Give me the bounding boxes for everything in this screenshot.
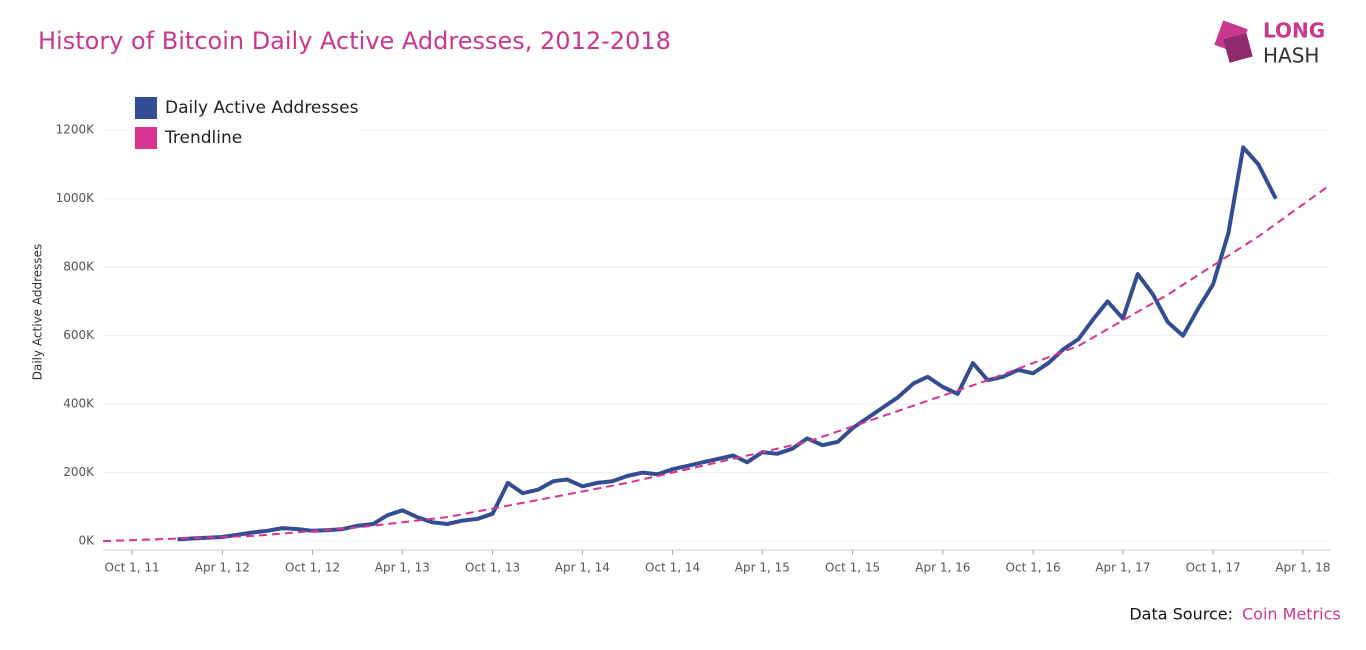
x-tick-label: Oct 1, 13 — [465, 561, 520, 575]
x-tick-label: Apr 1, 17 — [1095, 561, 1150, 575]
trendline — [102, 184, 1331, 543]
source-label: Data Source: — [1129, 605, 1233, 624]
x-tick-label: Oct 1, 16 — [1006, 561, 1061, 575]
x-tick-label: Apr 1, 15 — [735, 561, 790, 575]
x-tick-label: Oct 1, 14 — [645, 561, 700, 575]
x-tick-label: Apr 1, 14 — [555, 561, 610, 575]
logo: LONG HASH — [1214, 19, 1325, 68]
x-tick-label: Oct 1, 11 — [105, 561, 160, 575]
x-tick-label: Oct 1, 17 — [1186, 561, 1241, 575]
y-tick-label: 600K — [63, 328, 95, 342]
y-tick-label: 1200K — [56, 123, 96, 137]
y-axis-label: Daily Active Addresses — [31, 244, 45, 381]
x-tick-label: Apr 1, 18 — [1275, 561, 1330, 575]
y-tick-label: 200K — [63, 465, 95, 479]
legend-swatch — [135, 127, 157, 149]
x-tick-label: Apr 1, 16 — [915, 561, 970, 575]
data-line — [177, 145, 1278, 542]
y-tick-label: 400K — [63, 397, 95, 411]
logo-text: LONG — [1263, 19, 1325, 43]
x-tick-label: Oct 1, 15 — [825, 561, 880, 575]
x-tick-label: Apr 1, 13 — [375, 561, 430, 575]
logo-text: HASH — [1263, 44, 1319, 68]
logo-icon — [1223, 33, 1253, 63]
legend-bg — [127, 91, 363, 155]
source: Coin Metrics — [1242, 605, 1341, 624]
y-tick-label: 0K — [78, 534, 95, 548]
y-tick-label: 1000K — [56, 191, 96, 205]
x-tick-label: Oct 1, 12 — [285, 561, 340, 575]
legend-label: Trendline — [164, 128, 242, 148]
y-tick-label: 800K — [63, 260, 95, 274]
x-tick-label: Apr 1, 12 — [195, 561, 250, 575]
chart-title: History of Bitcoin Daily Active Addresse… — [38, 27, 671, 55]
legend-swatch — [135, 97, 157, 119]
legend-label: Daily Active Addresses — [165, 98, 359, 118]
